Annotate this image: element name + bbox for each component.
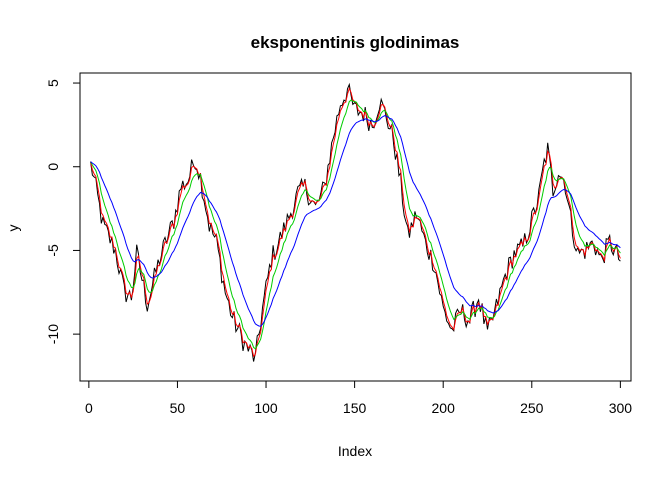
series-line-4	[90, 115, 621, 327]
series-line-1	[90, 82, 621, 362]
x-tick-label: 250	[520, 400, 544, 416]
y-axis-label: y	[5, 225, 21, 232]
plot-lines	[90, 82, 621, 362]
x-tick-label: 100	[254, 400, 278, 416]
x-axis: 0 50 100 150 200 250 300	[85, 380, 633, 416]
x-tick-label: 50	[170, 400, 186, 416]
y-tick-label: 5	[45, 79, 61, 87]
x-tick-label: 300	[609, 400, 633, 416]
x-tick-label: 150	[343, 400, 367, 416]
x-axis-label: Index	[338, 443, 372, 459]
x-tick-label: 0	[85, 400, 93, 416]
series-line-3	[90, 99, 621, 350]
y-axis: 5 0 -5 -10	[45, 79, 81, 344]
y-tick-label: -10	[45, 324, 61, 344]
y-tick-label: -5	[45, 244, 61, 257]
plot-frame	[79, 72, 632, 382]
x-tick-label: 200	[432, 400, 456, 416]
y-tick-label: 0	[45, 163, 61, 171]
chart-title: eksponentinis glodinimas	[251, 33, 460, 52]
